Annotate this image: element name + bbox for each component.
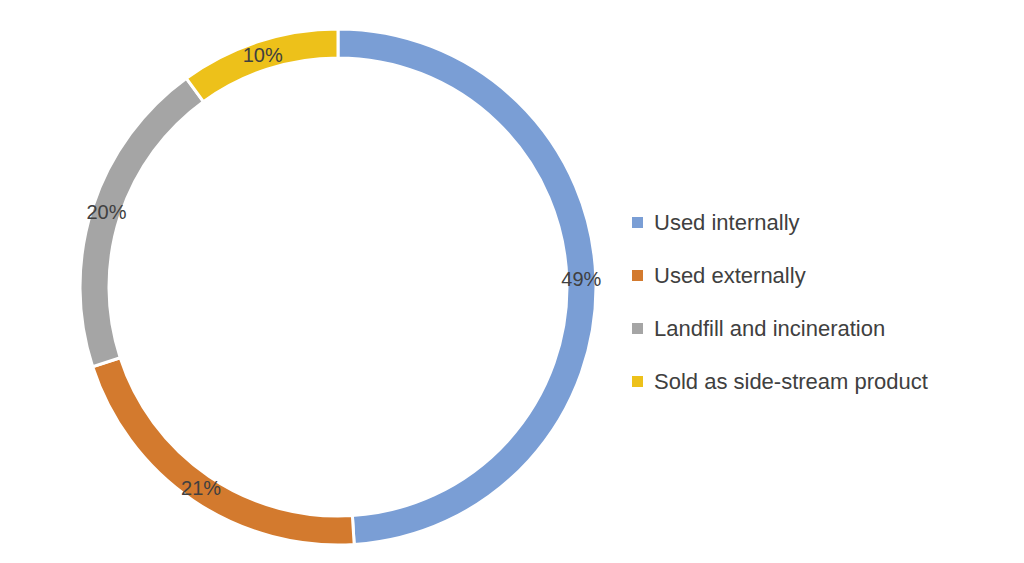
svg-text:49%: 49% <box>561 268 601 290</box>
html-text:Used internally: Used internally <box>654 209 800 235</box>
svg-text:21%: 21% <box>181 477 221 499</box>
html-text:Sold as side-stream product: Sold as side-stream product <box>654 368 928 394</box>
svg-text:20%: 20% <box>86 201 126 223</box>
svg-text:10%: 10% <box>243 44 283 66</box>
html-text:Used externally: Used externally <box>654 262 806 288</box>
html-text:Landfill and incineration: Landfill and incineration <box>654 315 886 341</box>
